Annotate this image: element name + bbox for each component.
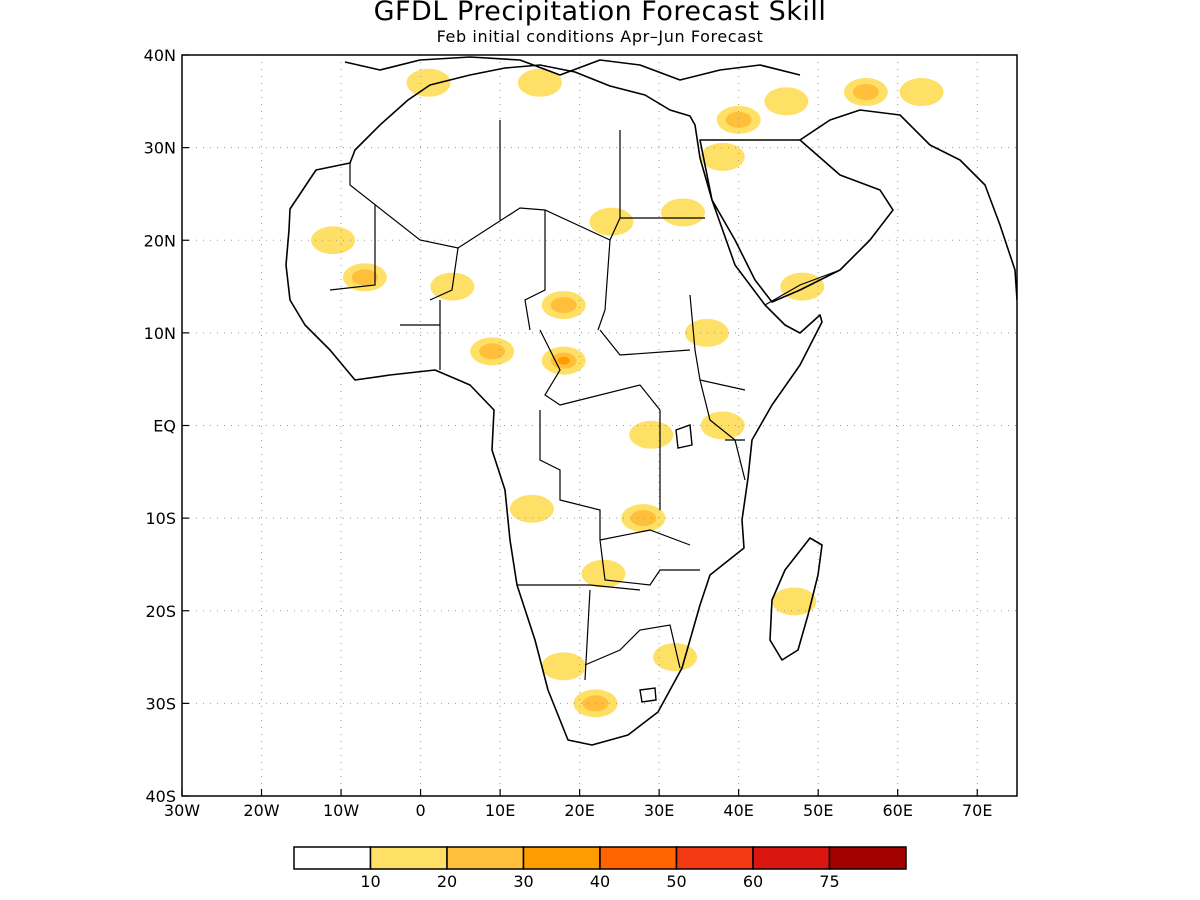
colorbar-label: 60 xyxy=(743,872,763,891)
y-tick-label: 20S xyxy=(145,602,176,621)
skill-region xyxy=(700,411,745,440)
y-tick-label: 10S xyxy=(145,509,176,528)
colorbar-swatch xyxy=(446,846,525,870)
skill-region xyxy=(589,207,634,236)
colorbar-label: 75 xyxy=(819,872,839,891)
skill-region xyxy=(684,318,729,347)
map-subtitle: Feb initial conditions Apr–Jun Forecast xyxy=(436,27,764,46)
skill-region-core xyxy=(630,510,657,527)
skill-region xyxy=(311,226,356,255)
colorbar-label: 50 xyxy=(666,872,686,891)
skill-region xyxy=(509,494,554,523)
arabia-coastline xyxy=(699,139,894,303)
colorbar-swatch xyxy=(293,846,372,870)
x-tick-label: 0 xyxy=(415,801,425,820)
colorbar-swatch xyxy=(369,846,448,870)
colorbar-swatch xyxy=(675,846,754,870)
x-tick-label: 10W xyxy=(323,801,359,820)
x-tick-label: 20W xyxy=(243,801,279,820)
skill-region xyxy=(629,420,674,449)
skill-region xyxy=(661,198,705,227)
y-tick-label: 40N xyxy=(144,46,176,65)
skill-region-core xyxy=(479,343,506,360)
europe-coastline xyxy=(344,56,801,81)
africa-coastline xyxy=(285,64,823,746)
x-tick-label: 60E xyxy=(882,801,912,820)
plot-frame xyxy=(181,54,1018,797)
skill-region-core xyxy=(725,111,752,128)
x-tick-label: 70E xyxy=(962,801,992,820)
skill-region-core xyxy=(351,269,378,286)
lakes xyxy=(639,424,693,703)
x-tick-label: 20E xyxy=(564,801,594,820)
x-tick-label: 50E xyxy=(803,801,833,820)
colorbar-swatch xyxy=(752,846,831,870)
colorbar-swatch xyxy=(599,846,678,870)
y-tick-label: 20N xyxy=(144,231,176,250)
skill-shading-layer xyxy=(311,68,944,718)
y-tick-label: EQ xyxy=(153,417,176,436)
skill-region xyxy=(899,78,944,107)
coastlines xyxy=(285,56,1017,746)
madagascar-coastline xyxy=(769,537,823,661)
colorbar: 10 20 30 40 50 60 75 xyxy=(293,846,907,891)
asia-coastline xyxy=(799,109,1017,301)
y-tick-label: 10N xyxy=(144,324,176,343)
y-tick-label: 30N xyxy=(144,139,176,158)
y-tick-label: 30S xyxy=(145,694,176,713)
skill-region xyxy=(772,587,817,616)
skill-region xyxy=(700,142,745,171)
colorbar-label: 30 xyxy=(513,872,533,891)
skill-region xyxy=(764,87,809,116)
y-axis-ticks: 40N 30N 20N 10N EQ 10S 20S 30S 40S xyxy=(144,46,189,806)
skill-region-core xyxy=(852,84,879,101)
y-tick-label: 40S xyxy=(145,787,176,806)
x-tick-label: 30E xyxy=(644,801,674,820)
colorbar-label: 20 xyxy=(437,872,457,891)
skill-region xyxy=(541,652,586,681)
skill-region-peak xyxy=(557,356,570,365)
skill-region-core xyxy=(550,297,577,314)
colorbar-label: 40 xyxy=(590,872,610,891)
x-axis-ticks: 30W 20W 10W 0 10E 20E 30E 40E 50E 60E 70E xyxy=(164,789,992,820)
gridlines xyxy=(182,55,1017,796)
colorbar-swatch xyxy=(828,846,907,870)
x-tick-label: 30W xyxy=(164,801,200,820)
map-title: GFDL Precipitation Forecast Skill xyxy=(373,0,827,27)
x-tick-label: 40E xyxy=(723,801,753,820)
colorbar-label: 10 xyxy=(360,872,380,891)
skill-region xyxy=(406,68,451,97)
x-tick-label: 10E xyxy=(485,801,515,820)
skill-region xyxy=(517,68,562,97)
colorbar-swatch xyxy=(522,846,601,870)
skill-region xyxy=(653,643,698,672)
country-borders xyxy=(329,120,841,681)
